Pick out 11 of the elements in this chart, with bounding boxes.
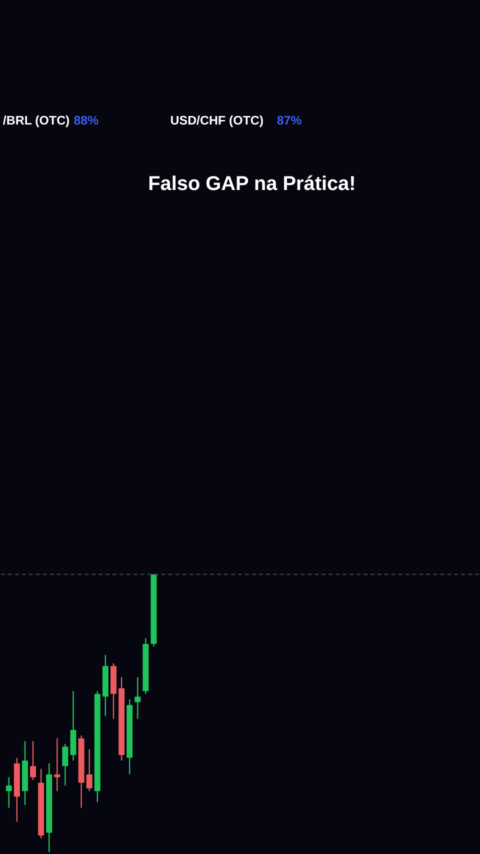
text: USD/CHF (OTC): [170, 113, 264, 128]
candlestick: [62, 743, 68, 786]
candlestick: [134, 676, 141, 720]
text: Falso GAP na Prática!: [148, 172, 356, 195]
candlestick: [54, 738, 60, 792]
candlestick: [30, 740, 36, 781]
candlestick: [86, 748, 92, 792]
text: /BRL (OTC): [2, 113, 70, 128]
candlestick: [6, 776, 12, 808]
text: 88%: [74, 113, 99, 128]
text: 87%: [276, 113, 302, 128]
